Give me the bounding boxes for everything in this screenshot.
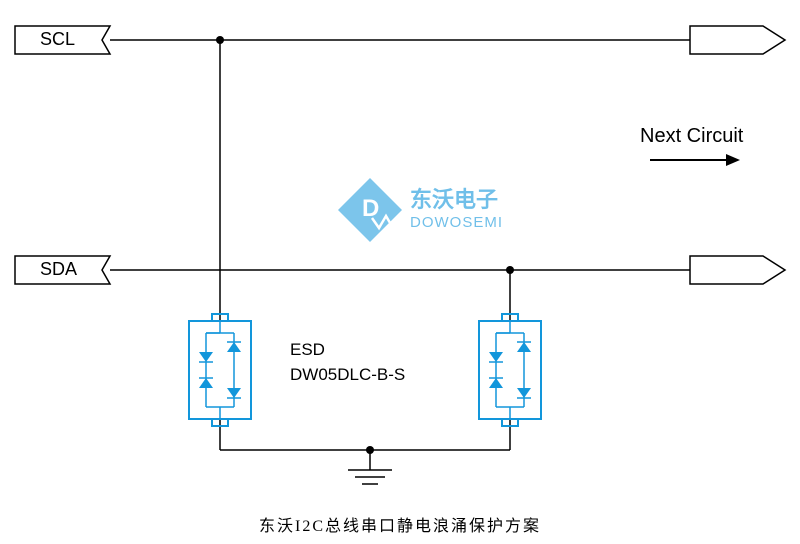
- junction-sda: [506, 266, 514, 274]
- sda-port-right: [690, 256, 785, 284]
- next-circuit-arrow: [650, 154, 740, 166]
- next-circuit-label: Next Circuit: [640, 125, 743, 148]
- circuit-diagram: D: [0, 0, 800, 544]
- watermark-logo-icon: D: [338, 178, 402, 242]
- watermark-en: DOWOSEMI: [410, 214, 503, 231]
- watermark-cn: 东沃电子: [410, 182, 503, 214]
- sda-label: SDA: [40, 259, 77, 280]
- junction-gnd: [366, 446, 374, 454]
- scl-label: SCL: [40, 29, 75, 50]
- esd-device-2: [479, 314, 541, 426]
- esd-label-1: ESD: [290, 340, 325, 360]
- esd-device-1: [189, 314, 251, 426]
- svg-text:D: D: [362, 195, 379, 222]
- watermark-text: 东沃电子 DOWOSEMI: [410, 182, 503, 231]
- diagram-caption: 东沃I2C总线串口静电浪涌保护方案: [0, 512, 800, 536]
- esd-label-2: DW05DLC-B-S: [290, 365, 405, 385]
- junction-scl: [216, 36, 224, 44]
- scl-port-right: [690, 26, 785, 54]
- ground-symbol: [348, 470, 392, 484]
